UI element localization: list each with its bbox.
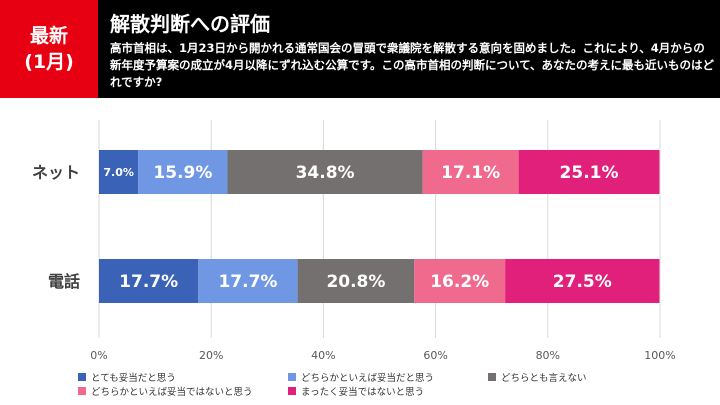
stacked-bar-chart: 0% 20% 40% 60% 80% 100% ネット 7.0% 15.9% 34.8% 17.1%…: [32, 120, 676, 362]
legend-label: とても妥当だと思う: [91, 373, 176, 384]
legend-item: とても妥当だと思う: [78, 370, 176, 384]
data-label: 17.7%: [119, 272, 178, 292]
bar-segment: [99, 150, 139, 194]
legend-item: どちらとも言えない: [488, 370, 587, 384]
legend-swatch: [288, 387, 296, 395]
x-tick-label: 100%: [644, 349, 675, 362]
data-label: 16.2%: [430, 272, 489, 292]
bar-segment: [505, 259, 660, 303]
legend-label: まったく妥当ではないと思う: [301, 387, 425, 398]
x-tick-label: 0%: [90, 349, 107, 362]
latest-badge: 最新 (1月): [0, 0, 98, 98]
data-label: 17.7%: [218, 272, 277, 292]
legend-item: まったく妥当ではないと思う: [288, 384, 424, 398]
bar-segment: [518, 150, 660, 194]
data-label: 15.9%: [153, 163, 212, 183]
legend-swatch: [288, 373, 296, 381]
bar-segment: [422, 150, 519, 194]
legend-item: どちらかといえば妥当だと思う: [288, 370, 434, 384]
bar-segment: [297, 259, 415, 303]
category-label: 電話: [48, 272, 80, 291]
bar-segment: [227, 150, 423, 194]
legend-swatch: [488, 373, 496, 381]
data-label: 25.1%: [560, 163, 619, 183]
data-label: 34.8%: [296, 163, 355, 183]
bar-segment: [414, 259, 506, 303]
x-tick-label: 80%: [536, 349, 560, 362]
bar-segment: [138, 150, 228, 194]
category-label: ネット: [32, 163, 80, 182]
question-text: 高市首相は、1月23日から開かれる通常国会の冒頭で衆議院を解散する意向を固めまし…: [110, 41, 715, 89]
data-label: 20.8%: [326, 272, 385, 292]
legend-label: どちらかといえば妥当ではないと思う: [91, 387, 253, 398]
page-title: 解散判断への評価: [110, 12, 270, 36]
legend-item: どちらかといえば妥当ではないと思う: [78, 384, 253, 398]
legend-label: どちらとも言えない: [501, 373, 587, 384]
data-label: 17.1%: [441, 163, 500, 183]
legend-label: どちらかといえば妥当だと思う: [301, 373, 435, 384]
x-tick-label: 40%: [311, 349, 335, 362]
badge-line1: 最新: [29, 25, 68, 47]
x-tick-label: 60%: [423, 349, 447, 362]
legend-swatch: [78, 373, 86, 381]
badge-line2: (1月): [24, 51, 74, 73]
data-label: 7.0%: [103, 166, 134, 179]
x-tick-label: 20%: [199, 349, 223, 362]
data-label: 27.5%: [553, 272, 612, 292]
legend-swatch: [78, 387, 86, 395]
header-bar: 最新 (1月) 解散判断への評価 高市首相は、1月23日から開かれる通常国会の冒…: [0, 0, 720, 98]
bar-segment: [198, 259, 298, 303]
bar-segment: [99, 259, 199, 303]
